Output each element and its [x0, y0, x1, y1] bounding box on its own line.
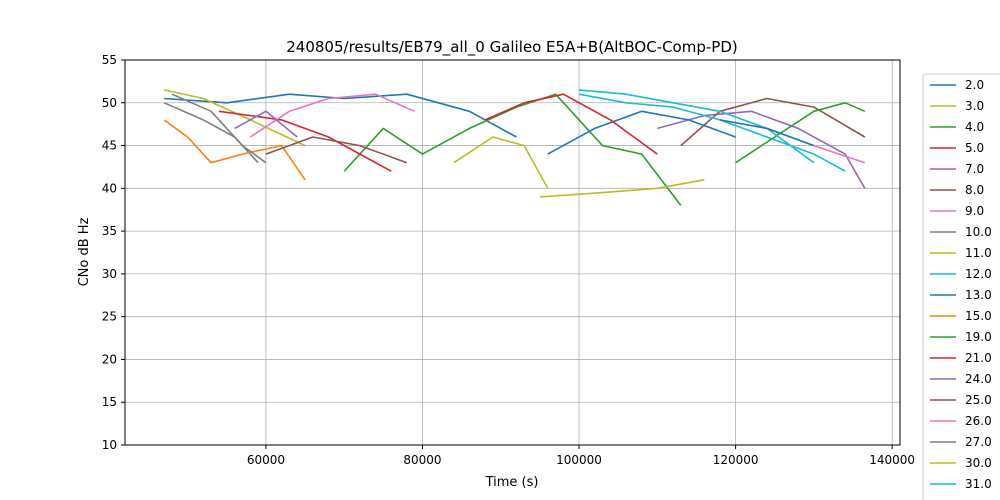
y-tick-label: 20 [102, 352, 117, 366]
legend-label: 24.0 [965, 372, 992, 386]
legend-label: 13.0 [965, 288, 992, 302]
series-line-31.0 [578, 89, 815, 164]
legend-label: 11.0 [965, 246, 992, 260]
x-axis-ticks: 60000 80000 100000 120000 140000 [247, 445, 915, 467]
series-line-24.0 [234, 110, 298, 138]
series-line-33.0 [719, 119, 815, 147]
legend-label: 31.0 [965, 477, 992, 491]
legend-items: 2.0 3.0 4.0 5.0 7.0 8.0 9.0 10.0 11.0 12.0 13.0 15.… [930, 78, 992, 500]
y-tick-label: 55 [102, 53, 117, 67]
x-axis-label: Time (s) [485, 475, 539, 490]
y-axis-ticks: 10 15 20 25 30 35 40 45 50 55 [102, 53, 125, 452]
legend-label: 12.0 [965, 267, 992, 281]
y-axis-label: CNo dB Hz [77, 217, 92, 286]
series-line-10.0 [163, 102, 259, 164]
x-tick-label: 60000 [247, 453, 285, 467]
series-line-30.0 [539, 179, 705, 198]
series-line-4.0 [343, 93, 682, 206]
legend-label: 5.0 [965, 141, 984, 155]
x-tick-label: 120000 [713, 453, 759, 467]
legend-label: 33.0 [965, 498, 992, 500]
legend-label: 25.0 [965, 393, 992, 407]
series-line-11.0 [453, 136, 549, 189]
series-line-21.0 [484, 93, 658, 155]
legend-label: 15.0 [965, 309, 992, 323]
legend-label: 2.0 [965, 78, 984, 92]
series-line-2.0 [164, 93, 517, 138]
series-line-25.0 [265, 136, 408, 164]
legend-label: 27.0 [965, 435, 992, 449]
series-line-13.0 [547, 110, 736, 155]
legend-label: 19.0 [965, 330, 992, 344]
y-tick-label: 35 [102, 224, 117, 238]
x-tick-label: 100000 [556, 453, 602, 467]
y-tick-label: 50 [102, 96, 117, 110]
legend-label: 7.0 [965, 162, 984, 176]
y-tick-label: 15 [102, 395, 117, 409]
axes-frame [124, 59, 901, 446]
legend-label: 26.0 [965, 414, 992, 428]
legend-label: 8.0 [965, 183, 984, 197]
series-line-7.0 [657, 110, 866, 189]
series-line-8.0 [680, 97, 866, 147]
legend-label: 30.0 [965, 456, 992, 470]
legend-label: 21.0 [965, 351, 992, 365]
legend: 2.0 3.0 4.0 5.0 7.0 8.0 9.0 10.0 11.0 12.0 13.0 15.… [922, 73, 1000, 500]
y-tick-label: 25 [102, 310, 117, 324]
series-line-27.0 [171, 93, 267, 164]
x-tick-label: 80000 [403, 453, 441, 467]
x-tick-label: 140000 [869, 453, 915, 467]
legend-label: 9.0 [965, 204, 984, 218]
chart-title: 240805/results/EB79_all_0 Galileo E5A+B(… [286, 38, 737, 57]
legend-label: 10.0 [965, 225, 992, 239]
y-tick-label: 45 [102, 139, 117, 153]
y-tick-label: 30 [102, 267, 117, 281]
plot-lines [163, 89, 866, 206]
series-line-19.0 [735, 102, 866, 164]
legend-box [922, 73, 1000, 500]
y-tick-label: 10 [102, 438, 117, 452]
legend-label: 4.0 [965, 120, 984, 134]
series-line-5.0 [218, 110, 392, 172]
legend-label: 3.0 [965, 99, 984, 113]
series-line-15.0 [163, 119, 306, 181]
grid [125, 59, 900, 446]
series-line-3.0 [163, 89, 306, 147]
y-tick-label: 40 [102, 181, 117, 195]
